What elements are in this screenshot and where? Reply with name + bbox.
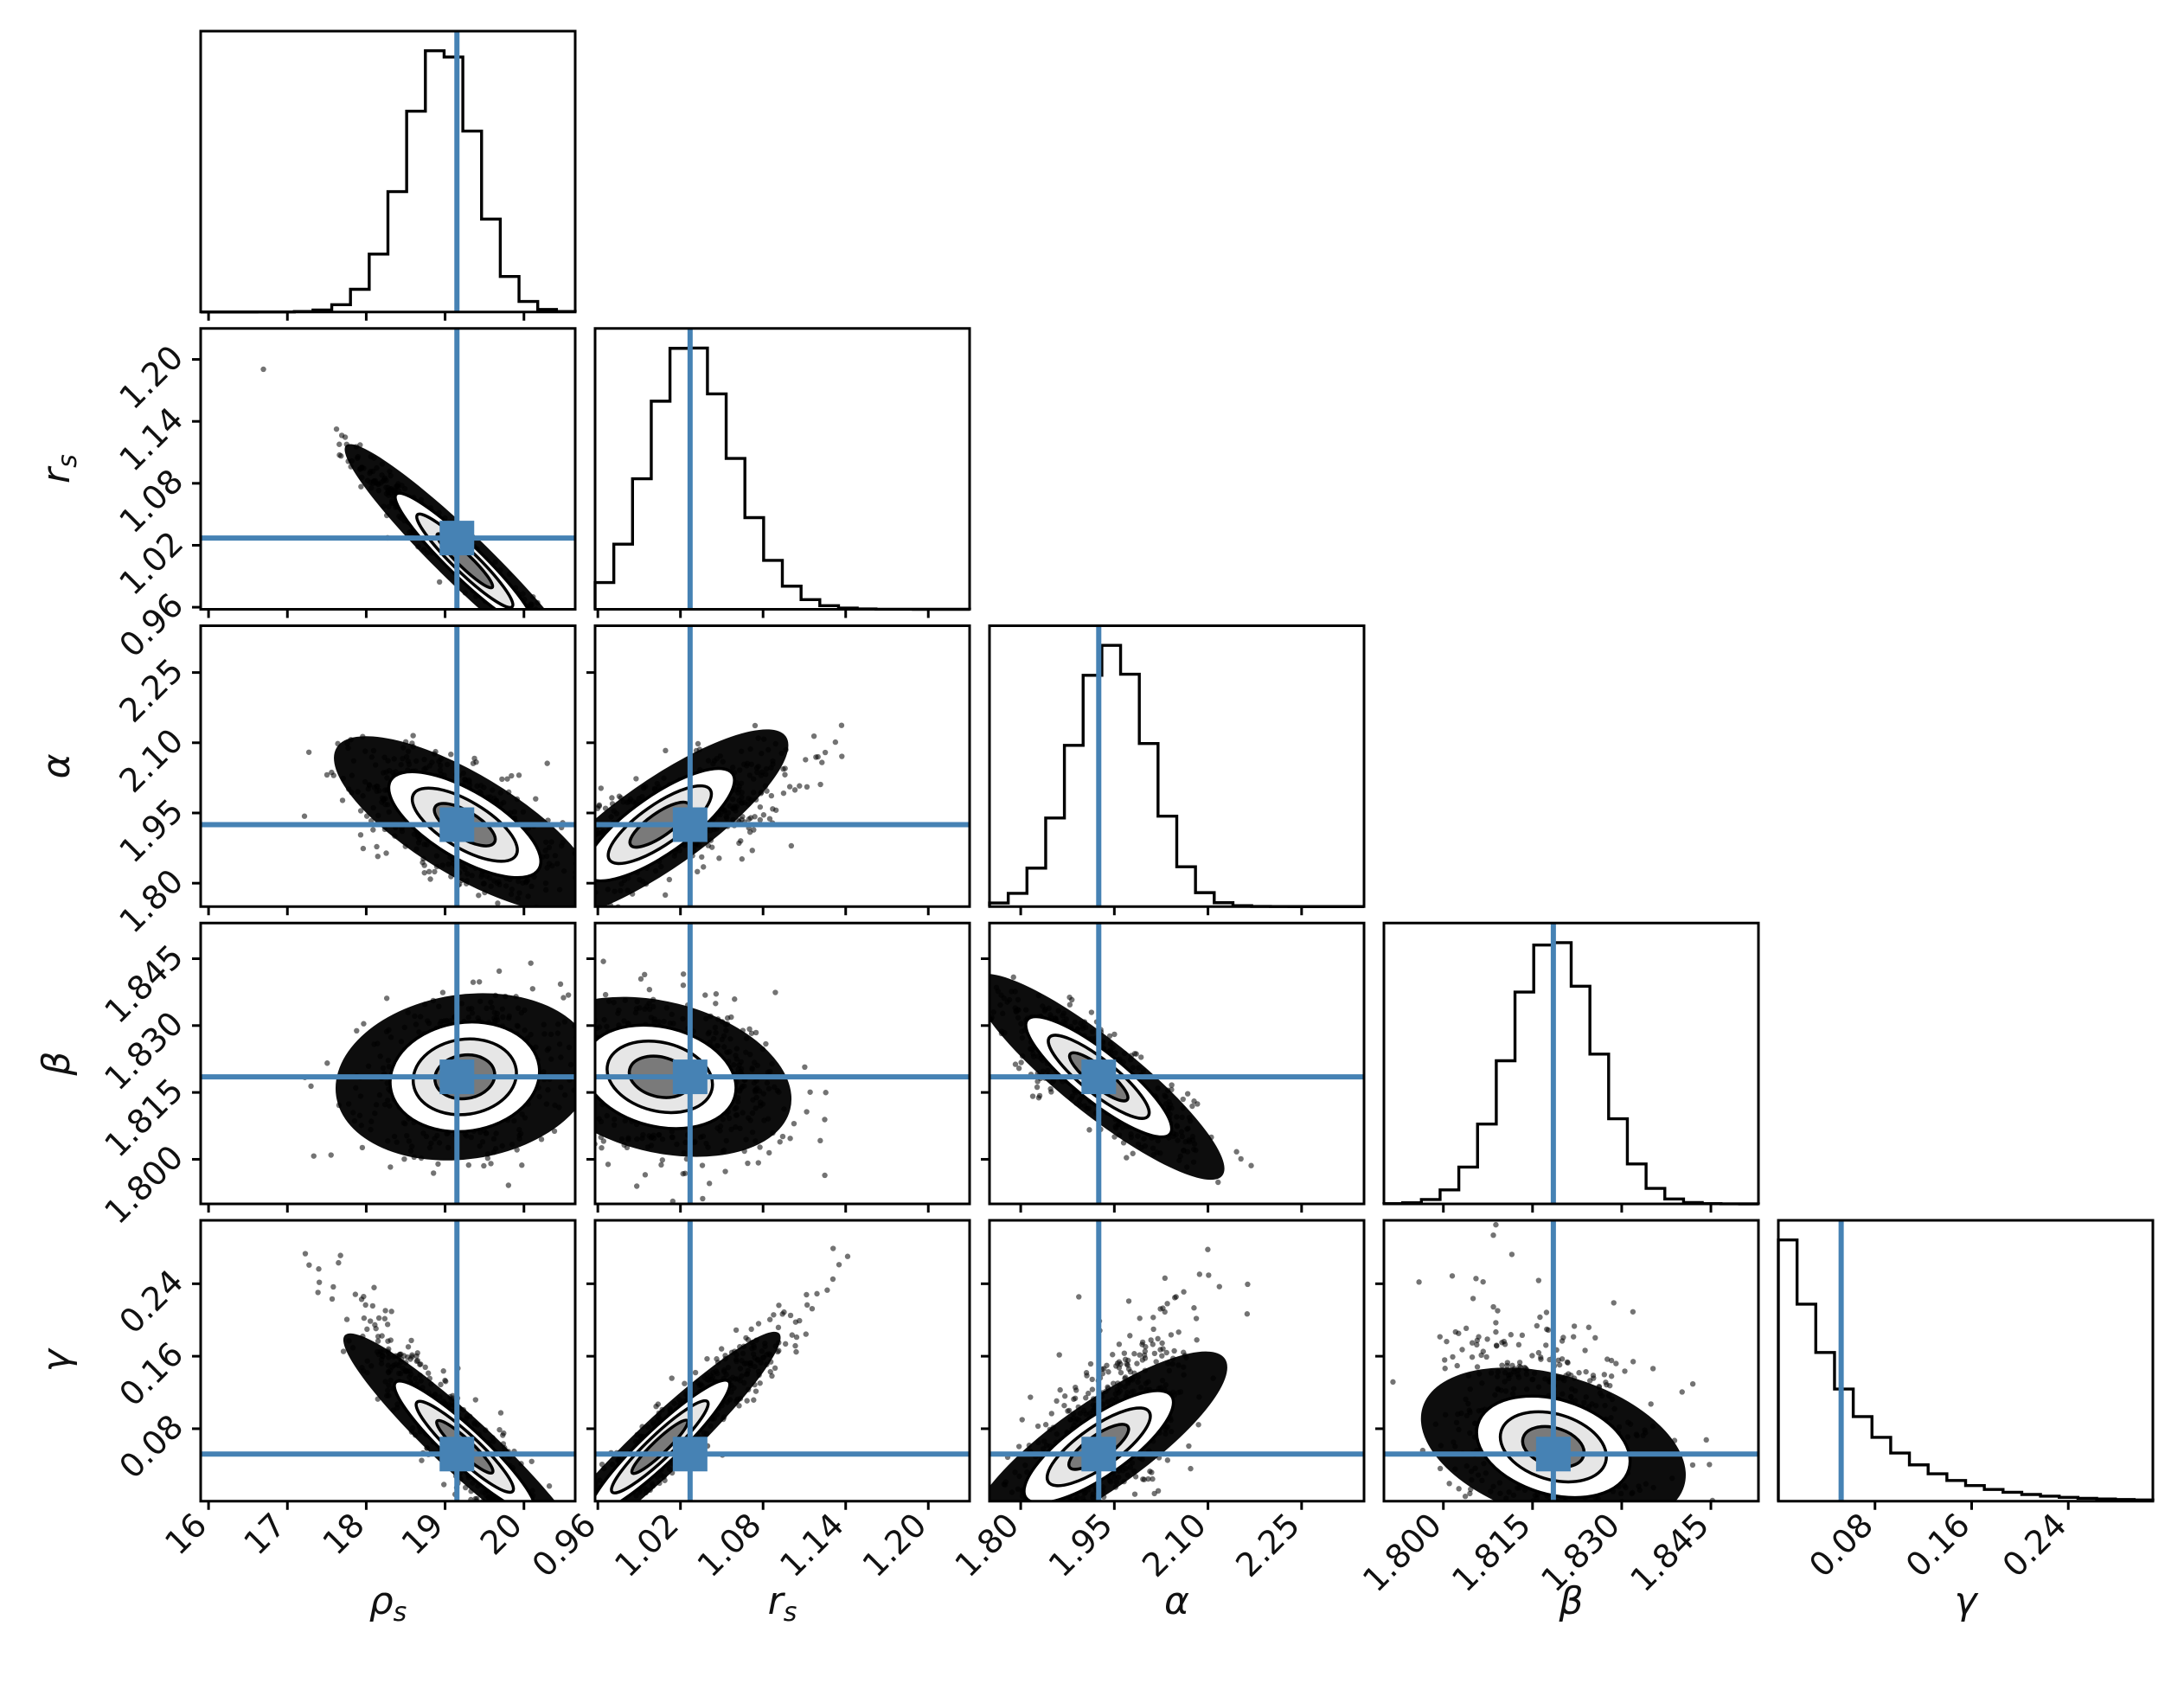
x-tick-label: 1.02: [607, 1506, 686, 1584]
histogram-gamma: [1777, 1238, 2155, 1502]
truth-marker-alpha-gamma: [1081, 1437, 1117, 1472]
axes-frame: [988, 624, 1366, 908]
y-tick-label: 2.25: [112, 651, 190, 730]
y-tick-label: 1.80: [112, 861, 190, 940]
x-tick-label: 1.14: [772, 1506, 851, 1584]
x-tick-label: 0.24: [1995, 1506, 2074, 1584]
y-tick-label: 0.08: [112, 1407, 190, 1486]
x-tick-label: 18: [315, 1506, 371, 1562]
y-tick-label: 1.14: [112, 400, 190, 478]
axes-frame: [199, 624, 577, 908]
panel-alpha-alpha: [988, 624, 1366, 916]
panel-gamma-alpha: 1.80 1.95 2.10 2.25: [948, 1219, 1366, 1584]
y-tick-label: 1.845: [97, 938, 190, 1031]
panel-rho_s-rho_s: [199, 29, 577, 321]
x-tick-label: 1.20: [855, 1506, 934, 1584]
truth-marker-beta-gamma: [1535, 1437, 1571, 1472]
panel-r_s-rho_s: 0.961.021.081.141.20: [112, 327, 577, 664]
y-tick-label: 2.10: [112, 721, 190, 800]
axes-frame: [199, 1219, 577, 1503]
x-tick-label: 17: [236, 1506, 292, 1562]
x-axis-label-rho_s: ρs: [369, 1579, 407, 1628]
y-tick-label: 1.95: [112, 791, 190, 870]
axes-frame: [199, 29, 577, 314]
x-tick-label: 0.96: [525, 1506, 604, 1584]
truth-marker-rho_s-beta: [439, 1059, 475, 1095]
truth-marker-r_s-beta: [672, 1059, 708, 1095]
truth-marker-rho_s-gamma: [439, 1437, 475, 1472]
x-tick-label: 16: [157, 1506, 214, 1562]
x-axis-label-alpha: α: [1164, 1579, 1189, 1623]
x-tick-label: 0.08: [1802, 1506, 1880, 1584]
axes-frame: [593, 624, 971, 908]
panel-r_s-r_s: [593, 327, 971, 618]
histogram-rho_s: [201, 49, 577, 314]
y-axis-label-gamma: γ: [35, 1347, 79, 1372]
axes-frame: [199, 327, 577, 611]
x-tick-label: 1.800: [1355, 1506, 1449, 1599]
axes-frame: [988, 1219, 1366, 1503]
x-tick-label: 1.80: [948, 1506, 1027, 1584]
x-tick-label: 0.16: [1899, 1506, 1977, 1584]
x-tick-label: 1.845: [1623, 1506, 1716, 1599]
x-axis-label-beta: β: [1558, 1579, 1583, 1623]
y-tick-label: 1.20: [112, 338, 190, 417]
panel-gamma-r_s: 0.96 1.02 1.08 1.14 1.20: [525, 1219, 971, 1584]
panel-alpha-r_s: [586, 624, 971, 916]
y-axis-label-r_s: rs: [35, 454, 83, 483]
axes-frame: [593, 921, 971, 1206]
y-tick-label: 0.96: [112, 586, 190, 664]
truth-marker-alpha-beta: [1081, 1059, 1117, 1095]
y-tick-label: 1.08: [112, 462, 190, 541]
axes-frame: [1382, 921, 1760, 1206]
x-tick-label: 2.25: [1228, 1506, 1307, 1584]
y-tick-label: 1.02: [112, 524, 190, 603]
panel-beta-alpha: [981, 921, 1366, 1213]
x-axis-label-gamma: γ: [1954, 1579, 1978, 1623]
panel-gamma-rho_s: 16 17 18 19 20 0.080.160.24: [112, 1219, 577, 1562]
truth-marker-r_s-gamma: [672, 1437, 708, 1472]
truth-marker-rho_s-r_s: [439, 521, 475, 556]
panel-alpha-rho_s: 1.801.952.102.25: [112, 624, 577, 940]
axes-frame: [1382, 1219, 1760, 1503]
axes-frame: [593, 1219, 971, 1503]
x-axis-label-r_s: rs: [768, 1579, 797, 1628]
panel-beta-r_s: [586, 921, 971, 1213]
axes-frame: [1777, 1219, 2155, 1503]
truth-marker-rho_s-alpha: [439, 807, 475, 842]
x-tick-label: 20: [473, 1506, 529, 1562]
y-axis-label-beta: β: [35, 1052, 79, 1077]
x-tick-label: 1.08: [690, 1506, 769, 1584]
histogram-alpha: [988, 643, 1364, 908]
y-tick-label: 0.24: [112, 1263, 190, 1341]
axes-frame: [988, 921, 1366, 1206]
y-tick-label: 0.16: [112, 1334, 190, 1413]
x-tick-label: 2.10: [1135, 1506, 1214, 1584]
panel-beta-beta: [1382, 921, 1760, 1213]
truth-marker-r_s-alpha: [672, 807, 708, 842]
x-tick-label: 19: [394, 1506, 451, 1562]
x-tick-label: 1.95: [1041, 1506, 1120, 1584]
axes-frame: [593, 327, 971, 611]
axes-frame: [199, 921, 577, 1206]
histogram-r_s: [593, 346, 970, 611]
x-tick-label: 1.815: [1444, 1506, 1538, 1599]
y-axis-label-alpha: α: [35, 753, 79, 778]
panel-gamma-gamma: 0.08 0.16 0.24: [1777, 1219, 2155, 1584]
histogram-beta: [1382, 941, 1760, 1206]
